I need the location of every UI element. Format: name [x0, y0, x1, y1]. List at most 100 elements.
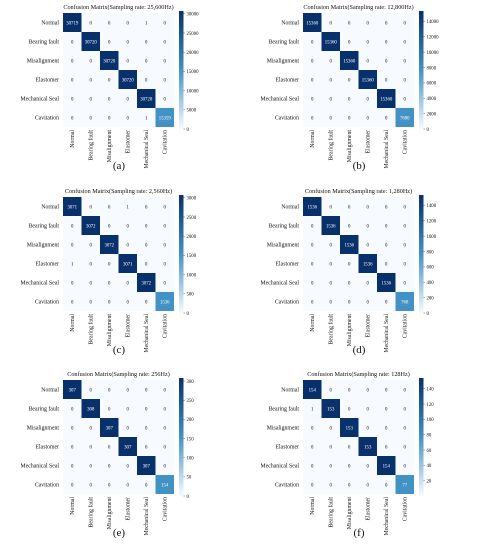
cell-value-label: 0 — [145, 59, 148, 64]
cell-value-label: 0 — [164, 97, 167, 102]
cell-value-label: 0 — [385, 21, 388, 26]
cell-value-label: 0 — [90, 21, 93, 26]
cell-value-label: 15360 — [362, 78, 375, 83]
matrix-cell — [358, 108, 377, 127]
matrix-cell — [340, 273, 359, 292]
cell-value-label: 0 — [348, 262, 351, 267]
cell-value-label: 0 — [311, 300, 314, 305]
matrix-cell — [377, 108, 396, 127]
matrix-cell — [63, 51, 82, 70]
column-label: Normal — [310, 314, 316, 332]
matrix-cell — [321, 108, 340, 127]
cell-value-label: 0 — [127, 116, 130, 121]
matrix-cell — [358, 437, 377, 456]
row-label: Misalignment — [27, 59, 60, 65]
cell-value-label: 0 — [145, 445, 148, 450]
matrix-cell — [321, 254, 340, 273]
column-label: Bearing fault — [87, 314, 94, 345]
matrix-cell — [100, 108, 119, 127]
cell-value-label: 77 — [402, 483, 407, 488]
row-label: Mechanical Seal — [21, 464, 60, 470]
matrix-cell — [358, 254, 377, 273]
cell-value-label: 0 — [311, 78, 314, 83]
panel-title: Confusion Matrix(Sampling rate: 1,280Hz) — [305, 188, 412, 195]
colorbar-tick-label: 20 — [427, 479, 432, 484]
cell-value-label: 0 — [385, 40, 388, 45]
matrix-cell — [395, 51, 414, 70]
colorbar-tick-label: 10000 — [427, 51, 440, 56]
colorbar-tick-label: 1200 — [427, 220, 437, 225]
cell-value-label: 0 — [330, 262, 333, 267]
cell-value-label: 15360 — [325, 40, 338, 45]
matrix-cell — [395, 456, 414, 475]
cell-value-label: 0 — [90, 262, 93, 267]
matrix-cell — [358, 13, 377, 32]
cell-value-label: 154 — [309, 388, 317, 393]
colorbar-tick-label: 0 — [427, 128, 430, 133]
panel-title: Confusion Matrix(Sampling rate: 128Hz) — [307, 371, 410, 378]
column-label: Mechanical Seal — [384, 130, 390, 169]
cell-value-label: 3072 — [104, 243, 114, 248]
row-label: Bearing fault — [269, 39, 300, 46]
matrix-cell — [118, 32, 137, 51]
cell-value-label: 0 — [311, 445, 314, 450]
cell-value-label: 0 — [404, 97, 407, 102]
cell-value-label: 0 — [330, 78, 333, 83]
matrix-cell — [118, 89, 137, 108]
colorbar-tick-label: 2000 — [427, 112, 437, 117]
cell-value-label: 0 — [404, 78, 407, 83]
colorbar — [179, 11, 184, 129]
row-label: Bearing fault — [269, 223, 300, 230]
cell-value-label: 0 — [311, 97, 314, 102]
cell-value-label: 0 — [367, 205, 370, 210]
cell-value-label: 1536 — [160, 300, 170, 305]
matrix-cell — [303, 380, 322, 399]
matrix-cell — [321, 437, 340, 456]
cell-value-label: 0 — [404, 426, 407, 431]
cell-value-label: 3072 — [141, 281, 151, 286]
cell-value-label: 3071 — [67, 205, 77, 210]
cell-value-label: 0 — [108, 205, 111, 210]
cell-value-label: 0 — [164, 262, 167, 267]
cell-value-label: 0 — [330, 388, 333, 393]
matrix-cell — [358, 51, 377, 70]
matrix-cell — [395, 437, 414, 456]
matrix-cell — [303, 70, 322, 89]
cell-value-label: 0 — [385, 116, 388, 121]
matrix-cell — [377, 235, 396, 254]
cell-value-label: 0 — [145, 407, 148, 412]
cell-value-label: 0 — [348, 407, 351, 412]
matrix-cell — [155, 89, 174, 108]
matrix-cell — [155, 475, 174, 494]
matrix-cell — [100, 13, 119, 32]
cell-value-label: 0 — [330, 59, 333, 64]
matrix-cell — [321, 216, 340, 235]
matrix-cell — [303, 89, 322, 108]
row-label: Cavitation — [35, 483, 59, 489]
matrix-cell — [155, 418, 174, 437]
row-label: Misalignment — [267, 426, 300, 432]
cell-value-label: 0 — [145, 262, 148, 267]
panel-title: Confusion Matrix(Sampling rate: 2,560Hz) — [65, 188, 172, 195]
cell-value-label: 308 — [87, 407, 95, 412]
row-label: Mechanical Seal — [21, 281, 60, 287]
cell-value-label: 0 — [127, 21, 130, 26]
column-label: Cavitation — [402, 497, 408, 521]
column-label: Elastomer — [365, 314, 371, 338]
row-label: Cavitation — [35, 300, 59, 306]
cell-value-label: 0 — [127, 300, 130, 305]
matrix-cell — [358, 475, 377, 494]
matrix-cell — [81, 13, 100, 32]
cell-value-label: 0 — [90, 464, 93, 469]
matrix-cell — [118, 108, 137, 127]
colorbar-tick-label: 1400 — [427, 204, 437, 209]
matrix-cell — [137, 89, 156, 108]
cell-value-label: 0 — [164, 78, 167, 83]
cell-value-label: 0 — [90, 300, 93, 305]
matrix-cell — [303, 197, 322, 216]
cell-value-label: 0 — [71, 116, 74, 121]
cell-value-label: 0 — [145, 205, 148, 210]
matrix-cell — [137, 216, 156, 235]
cell-value-label: 0 — [404, 407, 407, 412]
